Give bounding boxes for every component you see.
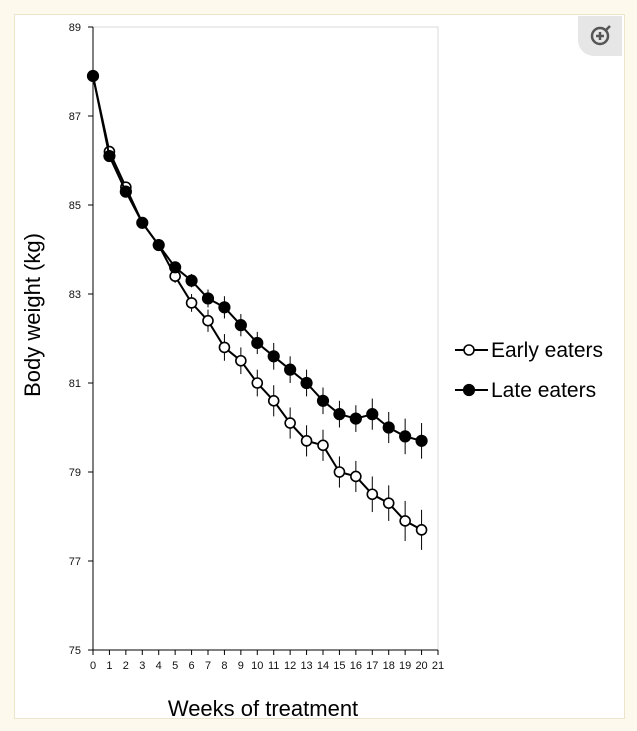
- y-tick-label: 85: [69, 200, 81, 212]
- legend-marker-early-eaters: [463, 344, 475, 356]
- y-tick-label: 83: [69, 289, 81, 301]
- data-point-late-eaters: [234, 319, 247, 332]
- x-tick-label: 18: [383, 660, 395, 672]
- x-tick-label: 9: [238, 660, 244, 672]
- data-point-late-eaters: [267, 350, 280, 363]
- x-tick-label: 7: [205, 660, 211, 672]
- data-point-late-eaters: [136, 216, 149, 229]
- data-point-late-eaters: [119, 185, 132, 198]
- x-tick-label: 2: [123, 660, 129, 672]
- x-tick-label: 12: [284, 660, 296, 672]
- data-point-early-eaters: [202, 314, 214, 327]
- data-point-late-eaters: [201, 292, 215, 305]
- zoom-button[interactable]: [578, 16, 622, 56]
- y-tick-label: 79: [69, 467, 81, 479]
- legend: Early eaters Late eaters: [455, 339, 603, 402]
- data-point-early-eaters: [382, 497, 395, 509]
- x-tick-label: 6: [189, 660, 195, 672]
- x-tick-label: 11: [268, 660, 279, 672]
- data-point-early-eaters: [185, 297, 198, 309]
- zoom-in-icon: [590, 25, 611, 46]
- data-point-early-eaters: [399, 515, 411, 527]
- x-tick-label: 21: [432, 660, 444, 672]
- data-point-early-eaters: [267, 394, 280, 407]
- data-point-late-eaters: [300, 376, 313, 390]
- data-point-late-eaters: [316, 394, 330, 407]
- data-point-early-eaters: [333, 466, 346, 478]
- series-early-eaters: [87, 70, 428, 550]
- data-point-late-eaters: [86, 69, 100, 83]
- series-line-early-eaters: [92, 75, 423, 531]
- x-tick-label: 4: [156, 660, 162, 672]
- x-tick-label: 0: [90, 660, 96, 672]
- data-point-early-eaters: [366, 488, 379, 501]
- data-point-early-eaters: [415, 524, 428, 536]
- x-tick-label: 1: [106, 660, 112, 672]
- data-point-early-eaters: [235, 354, 247, 367]
- y-axis-title: Body weight (kg): [20, 233, 45, 397]
- x-tick-label: 17: [366, 660, 378, 672]
- figure-panel: [14, 14, 625, 719]
- y-tick-label: 81: [69, 378, 81, 390]
- x-tick-label: 20: [415, 660, 427, 672]
- data-point-late-eaters: [103, 149, 116, 163]
- x-tick-label: 14: [317, 660, 329, 672]
- x-tick-label: 16: [350, 660, 362, 672]
- data-point-late-eaters: [185, 274, 198, 287]
- data-point-late-eaters: [333, 408, 346, 421]
- x-tick-label: 15: [333, 660, 345, 672]
- data-point-late-eaters: [349, 412, 362, 425]
- data-point-early-eaters: [300, 435, 313, 447]
- y-tick-label: 89: [69, 22, 81, 34]
- data-point-late-eaters: [169, 261, 182, 274]
- data-point-early-eaters: [218, 341, 231, 354]
- y-tick-label: 75: [69, 645, 81, 657]
- x-axis-title: Weeks of treatment: [168, 696, 358, 721]
- data-point-late-eaters: [284, 363, 297, 376]
- plot-area-frame: [92, 26, 439, 651]
- data-point-early-eaters: [251, 377, 264, 389]
- data-point-late-eaters: [152, 238, 165, 252]
- series-layer: [86, 69, 428, 550]
- x-tick-label: 3: [139, 660, 145, 672]
- data-point-late-eaters: [415, 434, 428, 447]
- x-tick-label: 5: [172, 660, 178, 672]
- x-tick-label: 13: [300, 660, 312, 672]
- x-tick-label: 19: [399, 660, 411, 672]
- series-late-eaters: [86, 69, 428, 459]
- data-point-late-eaters: [399, 430, 412, 443]
- data-point-late-eaters: [218, 301, 231, 314]
- data-point-late-eaters: [366, 408, 379, 421]
- data-point-late-eaters: [382, 421, 395, 434]
- y-tick-label: 87: [69, 111, 81, 123]
- legend-marker-late-eaters: [462, 383, 476, 397]
- x-tick-label: 8: [221, 660, 227, 672]
- legend-label-early-eaters: Early eaters: [491, 339, 603, 362]
- y-tick-label: 77: [69, 556, 81, 568]
- data-point-early-eaters: [317, 439, 329, 452]
- data-point-early-eaters: [284, 417, 296, 429]
- x-tick-label: 10: [251, 660, 263, 672]
- data-point-early-eaters: [350, 470, 362, 483]
- data-point-late-eaters: [251, 336, 264, 350]
- legend-label-late-eaters: Late eaters: [491, 379, 596, 402]
